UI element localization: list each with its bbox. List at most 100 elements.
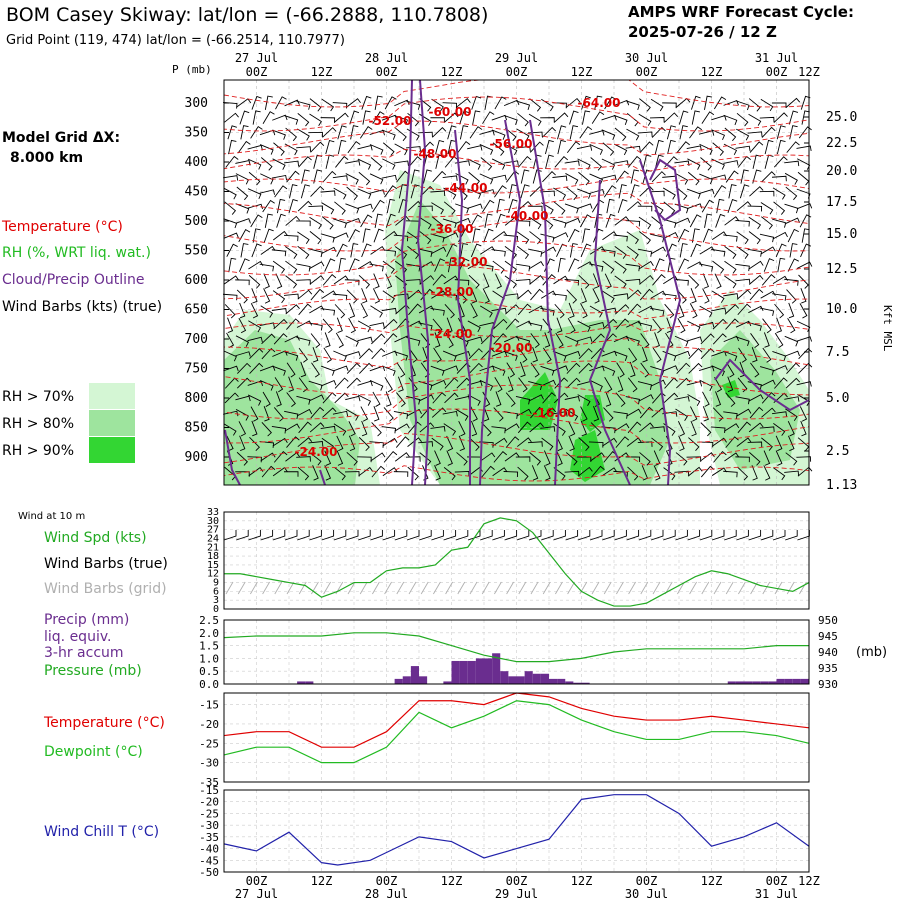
wind-barb <box>467 336 483 343</box>
wind-barb <box>565 408 579 421</box>
wind-barb <box>382 437 398 447</box>
rh70-label: RH > 70% <box>2 389 74 405</box>
wind-barb <box>651 171 666 183</box>
wind-barb <box>519 361 526 378</box>
wind-barb <box>381 114 398 121</box>
wind-barb <box>787 318 796 334</box>
wind-barb <box>677 420 686 437</box>
wind-barb <box>284 143 298 156</box>
wind-barb <box>261 347 276 360</box>
wind-barb <box>338 257 347 273</box>
wind-barb <box>689 214 702 228</box>
wind-barb <box>613 143 628 156</box>
wind-barb <box>662 365 679 372</box>
wind-barb <box>776 317 782 333</box>
wind-barb <box>662 175 678 182</box>
wind-barb <box>361 288 368 304</box>
wind-barb <box>444 304 455 319</box>
wind-barb <box>590 452 605 462</box>
temperature-contour <box>223 384 810 420</box>
wind-barb <box>578 171 590 186</box>
wind-barb <box>578 437 590 451</box>
date-label-top: 27 Jul <box>235 51 278 65</box>
wind-barb <box>349 110 360 125</box>
wind-barb <box>467 145 483 151</box>
wind-barb <box>396 170 410 183</box>
wind-barb-grid <box>494 581 502 595</box>
pressure-tick-label: 450 <box>185 185 208 200</box>
wind-barb <box>796 381 812 387</box>
wind-barb <box>520 184 530 199</box>
wind-barb <box>796 158 811 170</box>
wind-ytick-label: 33 <box>207 507 219 518</box>
wind-barb <box>617 376 624 392</box>
wind-barb <box>784 203 799 214</box>
wind-barb <box>637 381 653 390</box>
wind-barb <box>527 441 543 447</box>
wind10m-title: Wind at 10 m <box>18 511 85 522</box>
wind-barb <box>801 228 810 243</box>
wind-barb <box>613 350 628 361</box>
wind-barb <box>357 188 372 199</box>
wind-barb <box>261 422 272 437</box>
cloud-outline <box>649 158 682 222</box>
wind-barb <box>687 466 703 477</box>
wind-barb <box>275 96 287 110</box>
wind-barb-10m <box>724 530 737 541</box>
wind-barb <box>348 317 356 334</box>
wind-barb <box>676 289 687 304</box>
wind-barb-grid <box>237 581 246 595</box>
wind-barb <box>529 98 542 112</box>
wind-barb <box>650 246 666 255</box>
wind-barb <box>430 233 445 243</box>
wind-barb <box>384 377 393 393</box>
wind-barb <box>447 139 457 155</box>
wind-barb <box>381 174 397 181</box>
wind-barb <box>784 172 798 185</box>
wind-barb <box>723 350 738 362</box>
wind-barb <box>552 102 567 109</box>
wind-barb <box>345 395 361 402</box>
wind-barb <box>699 143 713 155</box>
wind-barb <box>735 320 752 328</box>
wind-barb <box>540 117 555 123</box>
wind-barb <box>602 318 618 330</box>
temperature-contour <box>223 240 810 276</box>
wind-barb-grid <box>457 581 466 595</box>
wind-barb-grid <box>420 581 429 595</box>
temperature-contour-label: -36.00 <box>431 222 474 236</box>
temperature-contour-label: -28.00 <box>431 285 474 299</box>
wind-barb <box>252 110 261 125</box>
wind-barb <box>687 320 701 333</box>
wind-barb <box>371 347 386 360</box>
wind-barb <box>467 158 481 170</box>
wind-barb <box>297 200 313 212</box>
wind-barb <box>761 437 773 451</box>
model-grid-value: 8.000 km <box>10 150 83 166</box>
precip-bar <box>305 681 314 684</box>
time-tick-label-bottom: 00Z <box>246 874 268 888</box>
wind-barb <box>228 257 237 273</box>
wind-barb <box>224 392 239 404</box>
kft-tick-label: 5.0 <box>826 391 849 406</box>
wind-barb <box>333 218 348 229</box>
wind-barb <box>736 245 749 259</box>
wind-barb <box>775 450 783 466</box>
wind-barb <box>557 139 566 155</box>
wind-barb <box>479 144 494 155</box>
wind-barb <box>224 275 239 285</box>
temperature-contour-label: -20.00 <box>490 341 533 355</box>
wind-barb <box>454 470 470 477</box>
wind-barb <box>593 406 600 422</box>
wind-barb <box>505 392 516 407</box>
wind-barb <box>566 362 581 374</box>
wind-barb <box>544 139 554 155</box>
wind-barb-10m <box>406 530 420 541</box>
cloud-outline <box>319 469 326 486</box>
date-label-top: 30 Jul <box>625 51 668 65</box>
wind-barb-10m <box>553 530 566 541</box>
wind-barb <box>517 289 532 300</box>
wind-barb <box>470 288 478 304</box>
wind-barb <box>491 249 506 257</box>
wind-barb <box>625 263 641 272</box>
